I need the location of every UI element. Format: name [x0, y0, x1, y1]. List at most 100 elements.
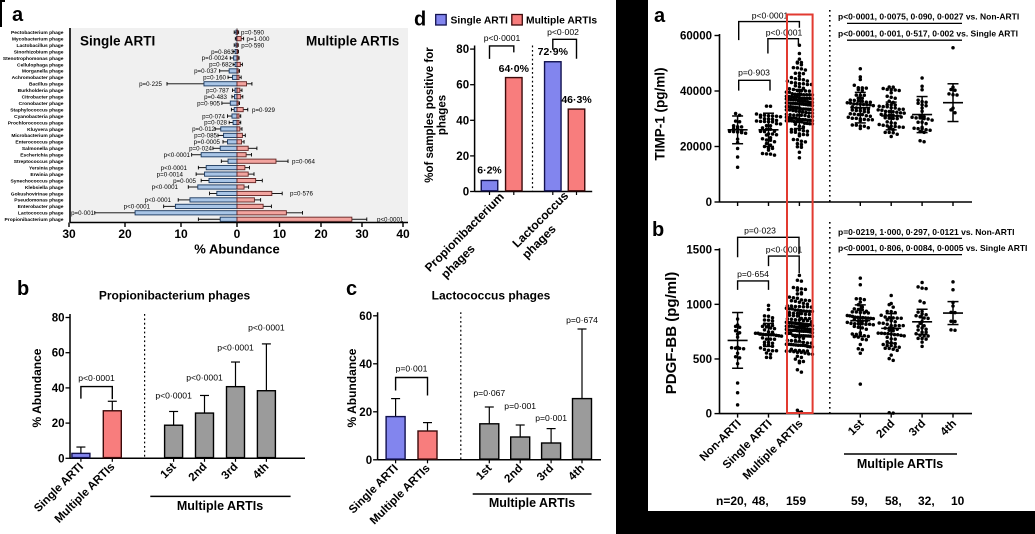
svg-text:p=0·654: p=0·654: [737, 269, 769, 279]
svg-text:Single ARTI: Single ARTI: [451, 16, 509, 27]
svg-text:c: c: [346, 278, 357, 300]
svg-text:40: 40: [359, 359, 372, 371]
svg-text:p<0·0001: p<0·0001: [152, 184, 179, 191]
svg-text:p=0·085: p=0·085: [194, 133, 217, 140]
svg-text:Stenotrophomonas phage: Stenotrophomonas phage: [3, 56, 64, 62]
svg-text:p<0·0001: p<0·0001: [217, 342, 254, 352]
svg-text:Bacillus phage: Bacillus phage: [29, 82, 64, 88]
svg-text:p<0·0001, 0·806, 0·0084, 0·000: p<0·0001, 0·806, 0·0084, 0·0005 vs. Sing…: [838, 243, 1027, 253]
svg-text:Multiple ARTIs: Multiple ARTIs: [857, 457, 943, 471]
svg-text:TIMP-1 (pg/ml): TIMP-1 (pg/ml): [653, 68, 668, 161]
svg-text:p=0·590: p=0·590: [241, 29, 264, 36]
svg-text:Cellulophaga phage: Cellulophaga phage: [17, 62, 64, 68]
svg-text:p=0·787: p=0·787: [206, 87, 229, 94]
svg-text:10: 10: [951, 494, 965, 508]
svg-text:p=0·160: p=0·160: [203, 75, 226, 82]
svg-text:p=1·000: p=1·000: [247, 36, 270, 43]
svg-text:Microbacterium phage: Microbacterium phage: [11, 133, 63, 139]
svg-text:b: b: [17, 278, 29, 300]
svg-text:b: b: [652, 219, 664, 241]
svg-text:p<0·0001: p<0·0001: [145, 197, 172, 204]
svg-text:p=0·0005: p=0·0005: [194, 139, 221, 146]
svg-text:p=0·863: p=0·863: [211, 49, 234, 56]
svg-text:p=0·074: p=0·074: [202, 113, 225, 120]
svg-text:Salmonella phage: Salmonella phage: [22, 146, 64, 152]
svg-text:0: 0: [58, 453, 64, 465]
svg-text:Lactobacillus phage: Lactobacillus phage: [16, 43, 63, 49]
svg-text:0: 0: [706, 409, 712, 421]
svg-text:32,: 32,: [918, 494, 935, 508]
svg-text:% Abundance: % Abundance: [30, 348, 44, 427]
svg-text:p<0·0001, 0·001, 0·517, 0·00: p<0·0001, 0·001, 0·517, 0·002 vs. Single…: [838, 28, 1018, 38]
svg-text:Synechococcus phage: Synechococcus phage: [11, 178, 64, 184]
svg-text:p=0·682: p=0·682: [209, 62, 232, 69]
svg-text:Propionibacterium phage: Propionibacterium phage: [5, 217, 64, 223]
svg-text:p<0·0001: p<0·0001: [164, 152, 191, 159]
svg-text:20: 20: [456, 151, 469, 163]
svg-text:46·3%: 46·3%: [561, 94, 592, 106]
svg-text:p=0·905: p=0·905: [197, 100, 220, 107]
svg-text:% Abundance: % Abundance: [194, 242, 279, 257]
svg-text:p=0·023: p=0·023: [744, 226, 776, 236]
svg-text:60000: 60000: [680, 31, 712, 43]
svg-text:Enterobacter phage: Enterobacter phage: [18, 204, 64, 210]
svg-text:p=0·064: p=0·064: [292, 158, 315, 165]
svg-text:phages: phages: [437, 95, 449, 135]
svg-text:p<0·0001: p<0·0001: [248, 322, 285, 332]
svg-text:Lactococcus phage: Lactococcus phage: [18, 211, 64, 217]
svg-text:Enterococcus phage: Enterococcus phage: [15, 140, 63, 146]
svg-text:p=0·024: p=0·024: [189, 146, 212, 153]
svg-text:Streptococcus phage: Streptococcus phage: [14, 159, 64, 165]
svg-text:p=0·005: p=0·005: [173, 178, 196, 185]
svg-text:Mycobacterium phage: Mycobacterium phage: [12, 36, 64, 42]
svg-text:p=0·225: p=0·225: [139, 81, 162, 88]
svg-text:1500: 1500: [686, 245, 712, 257]
svg-text:d: d: [414, 9, 426, 31]
svg-text:p=0·576: p=0·576: [290, 191, 313, 198]
svg-text:Erwinia phage: Erwinia phage: [30, 172, 63, 178]
svg-text:500: 500: [693, 354, 712, 366]
svg-text:48,: 48,: [752, 494, 769, 508]
svg-text:0: 0: [706, 197, 712, 209]
svg-text:20: 20: [118, 227, 132, 241]
svg-text:Multiple ARTIs: Multiple ARTIs: [526, 16, 597, 27]
svg-text:p=0·001: p=0·001: [71, 210, 94, 217]
svg-text:6·2%: 6·2%: [477, 164, 502, 176]
svg-text:p=0·0219, 1·000, 0·297, 0·01: p=0·0219, 1·000, 0·297, 0·0121 vs. Non-A…: [838, 227, 1014, 237]
svg-text:40: 40: [52, 383, 65, 395]
svg-text:20: 20: [314, 227, 328, 241]
svg-text:p=0·674: p=0·674: [566, 315, 598, 325]
svg-text:Staphylococcus phage: Staphylococcus phage: [10, 107, 64, 113]
svg-text:Pectobacterium phage: Pectobacterium phage: [11, 30, 64, 36]
svg-text:a: a: [12, 4, 24, 26]
svg-text:p=0·590: p=0·590: [241, 42, 264, 49]
svg-text:Achromobacter phage: Achromobacter phage: [12, 75, 64, 81]
svg-text:Burkholderia phage: Burkholderia phage: [18, 88, 64, 94]
svg-text:Single ARTI: Single ARTI: [80, 34, 155, 49]
svg-text:Lactococcus phages: Lactococcus phages: [432, 289, 551, 303]
svg-text:Cronobacter phage: Cronobacter phage: [19, 101, 64, 107]
svg-text:Prochlorococcus phage: Prochlorococcus phage: [8, 120, 64, 126]
svg-text:60: 60: [456, 80, 469, 92]
svg-text:Kluyvera phage: Kluyvera phage: [27, 127, 64, 133]
svg-text:p=0·903: p=0·903: [738, 68, 770, 78]
svg-text:Multiple ARTIs: Multiple ARTIs: [489, 496, 575, 510]
svg-text:p=0·0014: p=0·0014: [157, 171, 184, 178]
svg-text:PDGF-BB (pg/ml): PDGF-BB (pg/ml): [663, 272, 680, 394]
svg-text:% Abundance: % Abundance: [345, 348, 359, 427]
svg-text:Klebsiella phage: Klebsiella phage: [25, 185, 64, 191]
svg-text:p<0·0001: p<0·0001: [484, 33, 521, 43]
svg-text:20000: 20000: [680, 142, 712, 154]
svg-text:60: 60: [52, 348, 65, 360]
svg-text:Multiple ARTIs: Multiple ARTIs: [177, 499, 263, 513]
svg-text:Morganella phage: Morganella phage: [22, 69, 64, 75]
svg-text:p<0·0001: p<0·0001: [766, 244, 803, 254]
svg-text:Pseudomonas phage: Pseudomonas phage: [14, 198, 63, 204]
svg-text:p<0·0001: p<0·0001: [78, 373, 115, 383]
svg-text:p<0·0001, 0·0075, 0·090, 0·002: p<0·0001, 0·0075, 0·090, 0·0027 vs. Non-…: [838, 12, 1019, 22]
svg-text:30: 30: [62, 227, 76, 241]
svg-text:72·9%: 72·9%: [538, 46, 569, 58]
svg-text:p<0·0001: p<0·0001: [377, 216, 404, 223]
svg-text:p=0·929: p=0·929: [252, 107, 275, 114]
svg-text:20: 20: [359, 407, 372, 419]
